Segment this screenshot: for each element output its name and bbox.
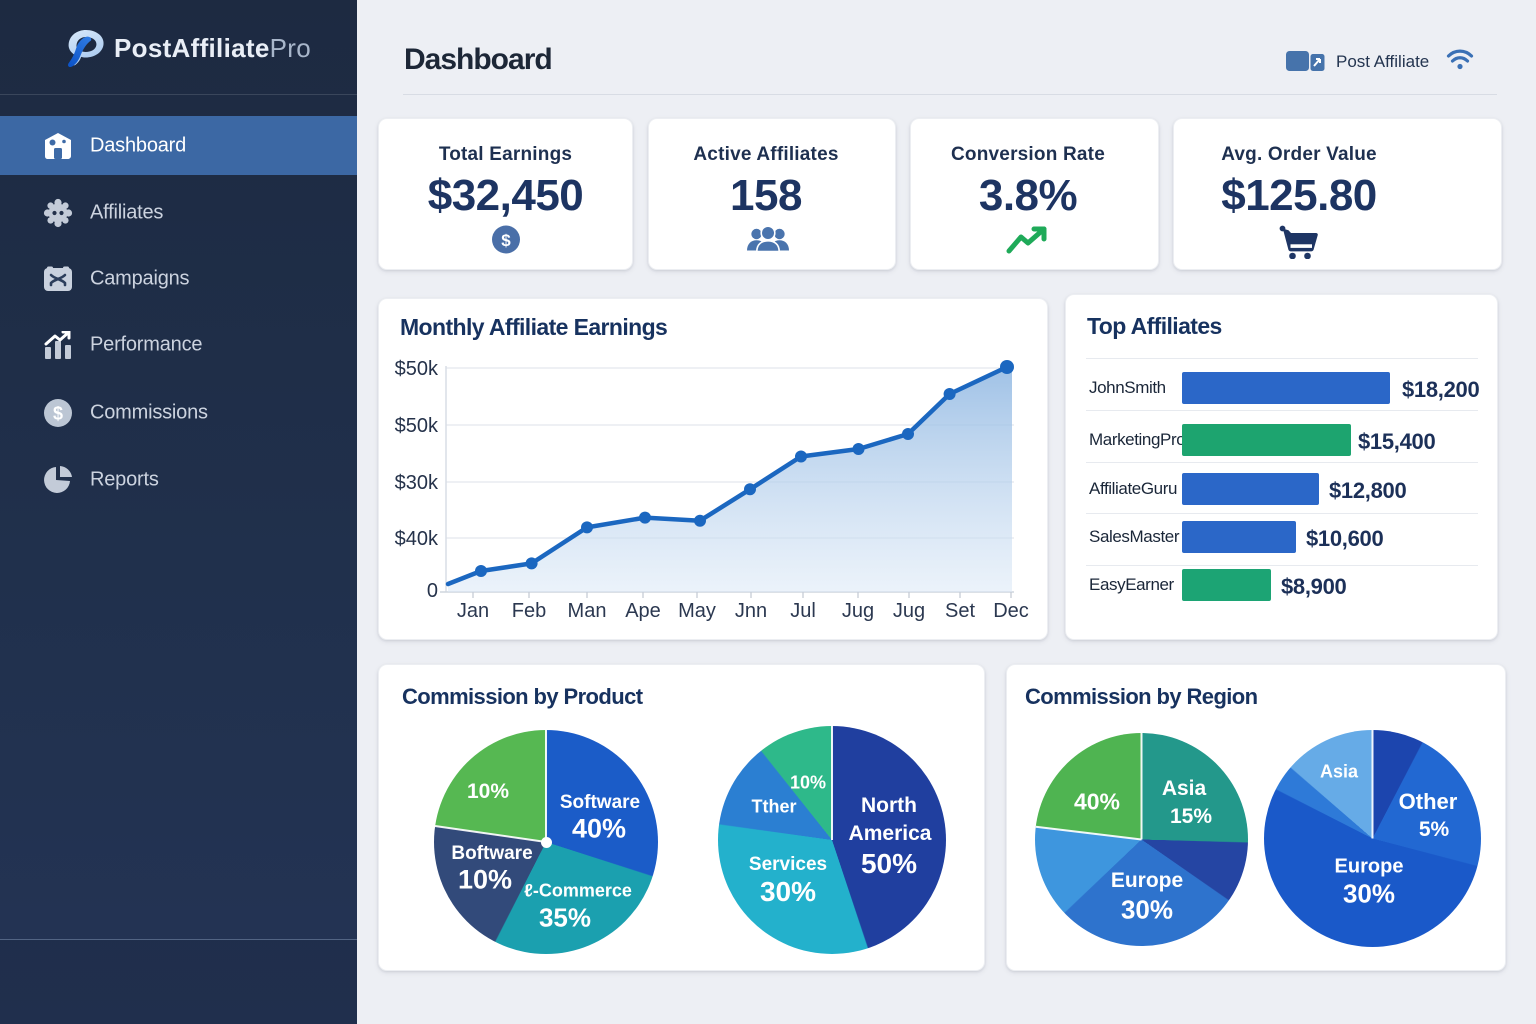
svg-text:Dec: Dec	[993, 600, 1029, 622]
svg-text:Ape: Ape	[625, 600, 661, 622]
svg-text:Set: Set	[945, 600, 975, 622]
svg-text:$: $	[53, 403, 63, 423]
svg-text:Jug: Jug	[842, 600, 874, 622]
svg-text:$: $	[501, 231, 511, 250]
svg-text:Jug: Jug	[893, 600, 925, 622]
svg-text:$50k: $50k	[395, 358, 439, 380]
svg-text:Jul: Jul	[790, 600, 816, 622]
svg-text:$50k: $50k	[395, 415, 439, 437]
svg-text:Jnn: Jnn	[735, 600, 767, 622]
svg-text:May: May	[678, 600, 716, 622]
svg-text:$30k: $30k	[395, 472, 439, 494]
svg-text:Feb: Feb	[512, 600, 546, 622]
svg-text:Man: Man	[568, 600, 607, 622]
svg-text:$40k: $40k	[395, 528, 439, 550]
svg-text:0: 0	[427, 580, 438, 602]
svg-text:Jan: Jan	[457, 600, 489, 622]
